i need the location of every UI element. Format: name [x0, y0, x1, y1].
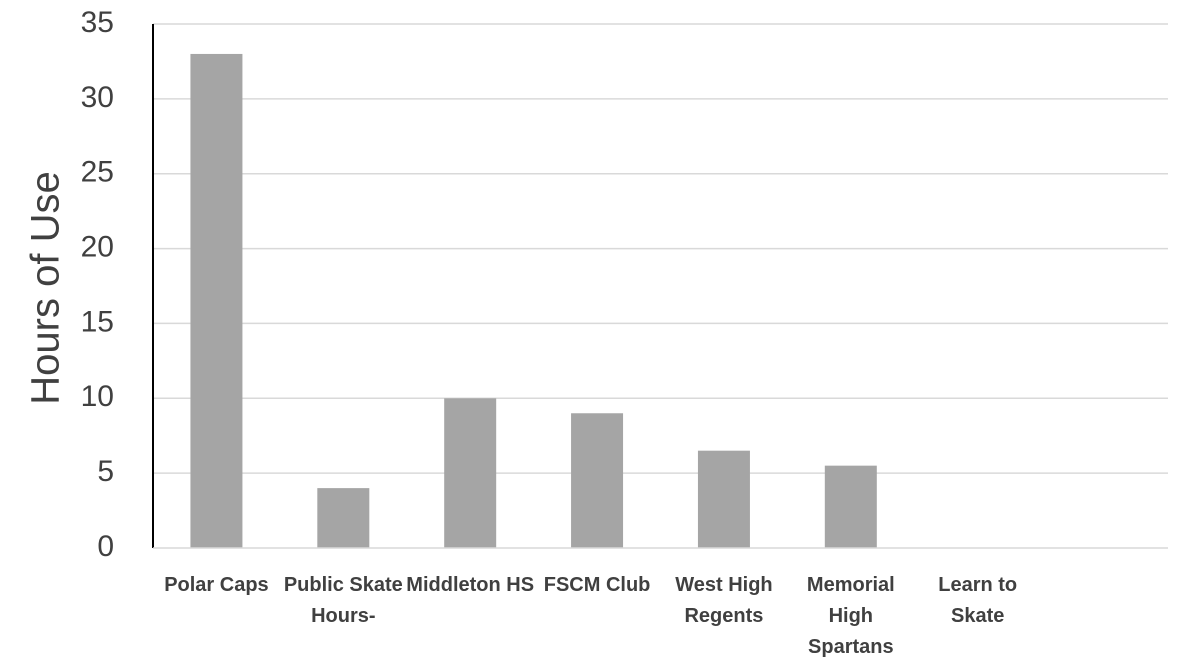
- y-tick-label: 0: [97, 530, 114, 563]
- axes: [152, 24, 1168, 549]
- y-tick-label: 15: [81, 305, 114, 338]
- bar-west-high-regents: [697, 450, 750, 548]
- bar-memorial-high-spartans: [824, 465, 877, 548]
- y-tick-label: 25: [81, 156, 114, 189]
- bar-polar-caps: [190, 53, 243, 548]
- bar-middleton-hs: [444, 398, 497, 548]
- y-tick-label: 35: [81, 6, 114, 39]
- y-tick-label: 20: [81, 230, 114, 263]
- y-axis-label: Hours of Use: [24, 171, 68, 404]
- y-tick-label: 5: [97, 455, 114, 488]
- y-tick-labels: 0 5 10 15 20 25 30 35: [81, 6, 114, 563]
- y-tick-label: 30: [81, 81, 114, 114]
- y-tick-label: 10: [81, 380, 114, 413]
- bar-fscm-club: [571, 413, 624, 548]
- bars: [190, 53, 877, 548]
- gridlines: [153, 23, 1168, 474]
- bar-public-skate-hours: [317, 488, 370, 548]
